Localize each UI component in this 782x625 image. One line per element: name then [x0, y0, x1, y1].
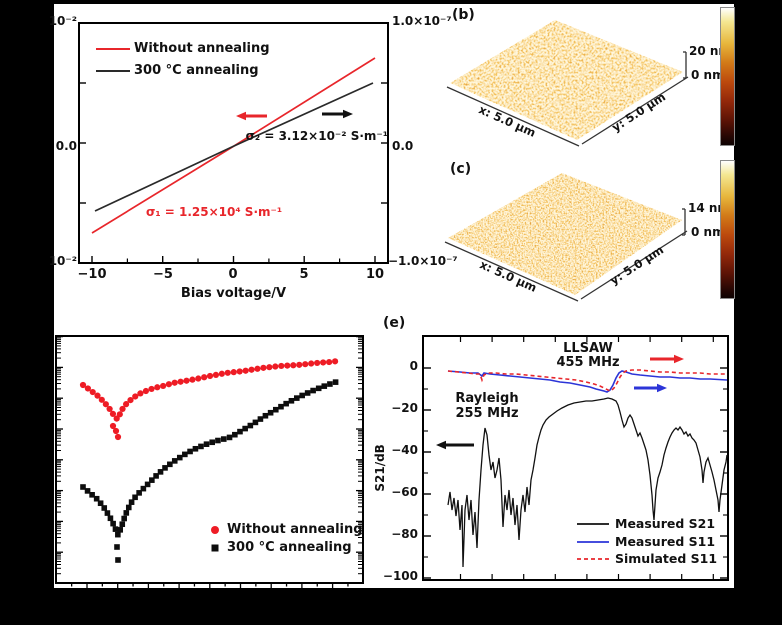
c-zscale-max: 14 nm [688, 201, 730, 215]
e-y-tick--100: −100 [382, 569, 418, 583]
a-x-tick-5: 5 [299, 267, 309, 282]
e-y-axis-title: S21/dB [373, 444, 388, 492]
b-panel-tag: (b) [452, 7, 475, 23]
e-annotation-rayleigh: Rayleigh [455, 391, 519, 406]
a-legend-label-without-annealing: Without annealing [134, 41, 270, 56]
c-colorbar [720, 160, 735, 299]
a-x-tick--10: −10 [77, 267, 107, 282]
e-legend-label-measured-s21: Measured S21 [615, 516, 716, 531]
d-legend-label-300c-annealing: 300 °C annealing [227, 540, 352, 555]
a-left-tick-mid: 0.0 [55, 139, 77, 153]
e-y-tick-0: 0 [409, 359, 418, 373]
e-annotation-llsaw: LLSAW [563, 341, 613, 356]
a-x-tick-0: 0 [228, 267, 238, 282]
a-left-tick-top: 10⁻² [48, 14, 77, 28]
a-sigma2-annotation: σ₂ = 3.12×10⁻² S·m⁻¹ [245, 129, 388, 143]
e-y-tick--20: −20 [391, 401, 418, 415]
e-panel-tag: (e) [383, 315, 406, 331]
e-y-tick--60: −60 [391, 485, 418, 499]
c-zscale-min: 0 nm [691, 225, 725, 239]
e-legend-label-measured-s11: Measured S11 [615, 534, 716, 549]
a-legend-label-300c-annealing: 300 °C annealing [134, 63, 259, 78]
c-panel-tag: (c) [450, 161, 472, 177]
a-x-axis-title: Bias voltage/V [180, 286, 287, 301]
e-y-tick--40: −40 [391, 443, 418, 457]
a-x-tick-10: 10 [365, 267, 385, 282]
a-sigma1-annotation: σ₁ = 1.25×10⁴ S·m⁻¹ [146, 205, 283, 219]
e-y-tick--80: −80 [391, 527, 418, 541]
e-annotation-rayleigh-freq: 255 MHz [455, 406, 519, 421]
a-right-tick-top: 1.0×10⁻⁷ [392, 14, 452, 28]
e-annotation-llsaw-freq: 455 MHz [556, 355, 620, 370]
e-legend-label-simulated-s11: Simulated S11 [615, 551, 718, 566]
d-legend-label-without-annealing: Without annealing [227, 522, 363, 537]
b-zscale-min: 0 nm [691, 68, 725, 82]
a-x-tick--5: −5 [153, 267, 173, 282]
b-colorbar [720, 7, 735, 146]
a-left-tick-bottom: 10⁻² [48, 254, 77, 268]
a-right-tick-mid: 0.0 [392, 139, 414, 153]
a-right-tick-bottom: −1.0×10⁻⁷ [388, 254, 458, 268]
